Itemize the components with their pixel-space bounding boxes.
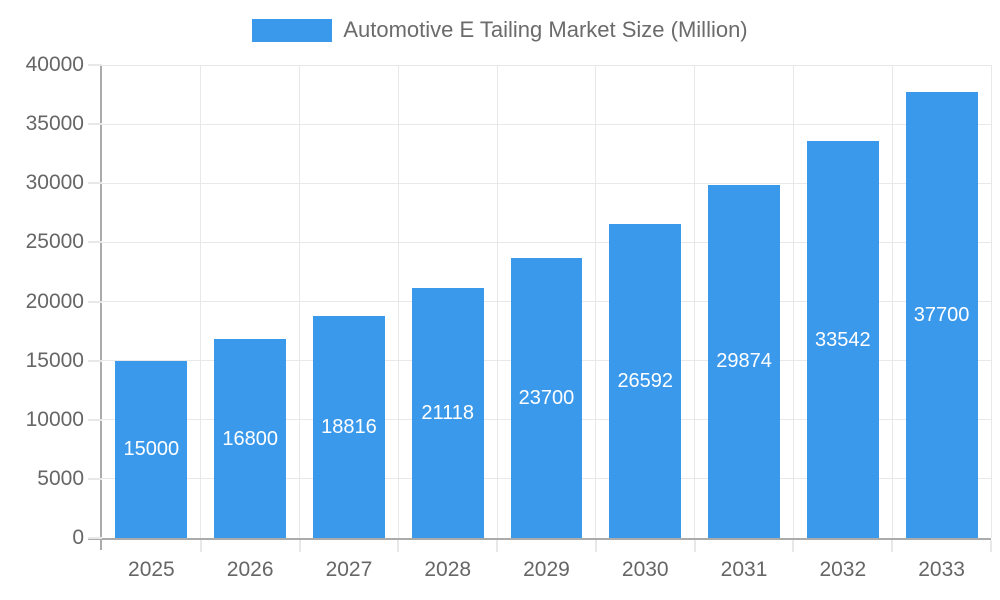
bar bbox=[214, 339, 287, 538]
y-axis-labels: 0 5000 10000 15000 20000 25000 30000 35000 40000 bbox=[0, 53, 84, 549]
x-axis-line bbox=[88, 538, 991, 540]
x-axis-tick bbox=[199, 540, 202, 552]
bar bbox=[411, 288, 484, 538]
x-axis-labels: 2025 2026 2027 2028 2029 2030 2031 2032 2033 bbox=[102, 557, 991, 587]
gridline-horizontal bbox=[102, 241, 991, 243]
y-tick-label: 5000 bbox=[37, 466, 84, 490]
legend-swatch-icon bbox=[252, 18, 333, 42]
gridline-vertical bbox=[200, 65, 202, 538]
y-tick-label: 30000 bbox=[25, 171, 84, 195]
y-axis-tick bbox=[88, 300, 102, 303]
y-axis-tick bbox=[88, 123, 102, 126]
x-tick-label: 2032 bbox=[819, 558, 867, 581]
gridline-vertical bbox=[891, 65, 893, 538]
bar bbox=[313, 315, 385, 538]
bar bbox=[115, 360, 188, 538]
bar-value-label: 33542 bbox=[815, 328, 871, 351]
y-tick-label: 20000 bbox=[25, 289, 84, 313]
x-axis-tick bbox=[397, 540, 400, 552]
y-tick-label: 40000 bbox=[25, 53, 84, 76]
x-tick-label: 2028 bbox=[424, 558, 472, 581]
y-axis-tick bbox=[88, 537, 102, 539]
y-tick-label: 25000 bbox=[25, 230, 84, 254]
gridline-vertical bbox=[496, 65, 498, 538]
bar-value-label: 16800 bbox=[222, 427, 278, 450]
bar bbox=[609, 223, 682, 538]
x-axis-tick bbox=[298, 540, 301, 552]
plot-area: 15000 16800 18816 21118 23700 26592 29874 33542… bbox=[88, 64, 992, 552]
gridline-vertical bbox=[694, 65, 696, 538]
x-tick-label: 2031 bbox=[720, 558, 768, 581]
legend-label: Automotive E Tailing Market Size (Millio… bbox=[343, 17, 748, 42]
bar bbox=[806, 141, 879, 538]
y-axis-tick bbox=[88, 418, 102, 421]
gridline-horizontal bbox=[102, 64, 991, 66]
y-tick-label: 0 bbox=[72, 526, 84, 549]
y-axis-tick bbox=[88, 182, 102, 185]
x-axis-tick bbox=[792, 540, 795, 552]
y-axis-tick bbox=[88, 64, 102, 66]
y-axis-line bbox=[100, 65, 102, 550]
x-tick-label: 2026 bbox=[226, 558, 274, 581]
gridline-vertical bbox=[595, 65, 597, 538]
bar-value-label: 21118 bbox=[421, 402, 475, 425]
y-tick-label: 35000 bbox=[25, 112, 84, 136]
gridline-vertical bbox=[299, 65, 301, 538]
bar-value-label: 18816 bbox=[321, 415, 377, 438]
gridline-vertical bbox=[990, 65, 992, 538]
x-axis-tick bbox=[990, 540, 992, 552]
bar-value-label: 23700 bbox=[518, 386, 575, 409]
chart-legend[interactable]: Automotive E Tailing Market Size (Millio… bbox=[0, 17, 1000, 43]
gridline-horizontal bbox=[102, 123, 991, 125]
bar bbox=[905, 92, 978, 538]
bar-value-label: 29874 bbox=[716, 350, 772, 373]
bar-value-label: 15000 bbox=[123, 438, 180, 461]
x-axis-tick bbox=[496, 540, 499, 552]
gridline-horizontal bbox=[102, 182, 991, 184]
x-tick-label: 2029 bbox=[523, 558, 570, 581]
x-tick-label: 2030 bbox=[621, 558, 669, 581]
gridline-vertical bbox=[397, 65, 399, 538]
y-axis-tick bbox=[88, 241, 102, 244]
x-tick-label: 2033 bbox=[918, 558, 965, 581]
x-axis-tick bbox=[891, 540, 894, 552]
y-axis-tick bbox=[88, 477, 102, 480]
y-tick-label: 15000 bbox=[25, 348, 84, 372]
y-tick-label: 10000 bbox=[25, 407, 84, 431]
bar bbox=[708, 184, 780, 538]
bar bbox=[510, 257, 583, 538]
x-tick-label: 2025 bbox=[128, 558, 175, 581]
x-axis-tick bbox=[693, 540, 696, 552]
gridline-vertical bbox=[792, 65, 794, 538]
x-tick-label: 2027 bbox=[325, 558, 373, 581]
x-axis-tick bbox=[594, 540, 597, 552]
bar-value-label: 37700 bbox=[913, 304, 970, 327]
bar-value-label: 26592 bbox=[617, 369, 674, 392]
y-axis-tick bbox=[88, 359, 102, 362]
